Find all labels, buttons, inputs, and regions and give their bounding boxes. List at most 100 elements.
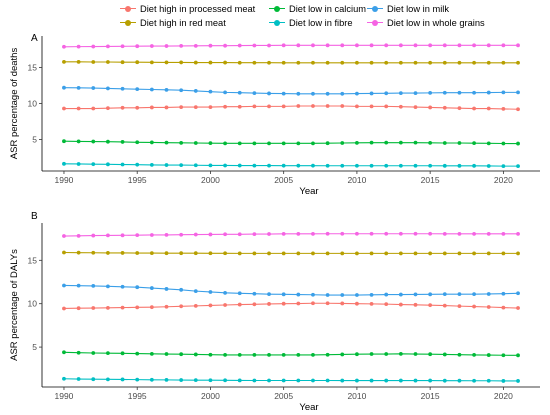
data-point <box>164 304 169 309</box>
data-point <box>369 43 374 48</box>
data-point <box>120 377 125 382</box>
data-point <box>413 231 418 236</box>
data-point <box>252 60 257 65</box>
data-point <box>516 107 520 112</box>
data-point <box>237 291 242 296</box>
data-point <box>457 352 462 357</box>
data-point <box>281 104 286 109</box>
data-point <box>442 303 447 308</box>
data-point <box>413 105 418 109</box>
data-point <box>457 251 462 256</box>
data-point <box>267 302 271 306</box>
data-point <box>325 43 330 48</box>
data-point <box>384 292 389 297</box>
data-point <box>457 60 462 65</box>
data-point <box>106 60 110 64</box>
data-point <box>237 43 242 48</box>
data-point <box>296 231 301 236</box>
data-point <box>486 353 491 357</box>
data-point <box>311 301 315 306</box>
data-point <box>369 91 374 96</box>
data-point <box>325 293 330 297</box>
data-point <box>398 378 403 383</box>
data-point <box>135 105 140 110</box>
data-point <box>62 250 66 255</box>
data-point <box>457 90 462 95</box>
legend-swatch <box>268 17 286 29</box>
data-point <box>208 232 213 237</box>
data-point <box>472 141 476 146</box>
y-axis-title: ASR percentage of deaths <box>9 48 20 160</box>
data-point <box>193 105 198 109</box>
data-point <box>62 350 66 355</box>
x-tick-label: 2005 <box>274 175 293 185</box>
data-point <box>325 352 330 357</box>
data-point <box>237 352 242 357</box>
data-point <box>369 251 374 256</box>
data-point <box>62 44 66 49</box>
data-point <box>237 251 242 256</box>
data-point <box>267 163 271 168</box>
data-point <box>355 43 359 48</box>
series-line <box>63 105 519 110</box>
data-point <box>311 378 315 383</box>
data-point <box>164 377 169 382</box>
data-point <box>340 43 345 48</box>
x-tick-label: 2000 <box>201 391 220 401</box>
y-tick-label: 10 <box>28 299 38 309</box>
data-point <box>501 43 506 48</box>
data-point <box>223 290 227 295</box>
data-point <box>472 60 476 65</box>
data-point <box>442 231 447 236</box>
data-point <box>516 141 520 146</box>
data-point <box>384 163 389 168</box>
data-point <box>62 306 66 311</box>
data-point <box>91 86 96 90</box>
x-tick-label: 2000 <box>201 175 220 185</box>
data-point <box>413 251 418 256</box>
y-tick-label: 15 <box>28 63 38 73</box>
data-point <box>267 352 271 357</box>
data-point <box>76 233 81 238</box>
data-point <box>428 303 433 308</box>
data-point <box>472 292 476 297</box>
data-point <box>355 293 359 297</box>
data-point <box>164 140 169 145</box>
data-point <box>355 60 359 65</box>
data-point <box>62 161 66 166</box>
data-point <box>76 85 81 90</box>
data-point <box>135 233 140 238</box>
data-point <box>281 141 286 146</box>
data-point <box>149 377 154 382</box>
data-point <box>267 104 271 109</box>
data-point <box>237 302 242 307</box>
data-point <box>355 91 359 96</box>
y-tick-label: 5 <box>32 134 37 144</box>
data-point <box>179 287 184 292</box>
data-point <box>120 60 125 65</box>
data-point <box>223 163 227 168</box>
data-point <box>193 378 198 383</box>
data-point <box>311 141 315 146</box>
data-point <box>149 233 154 237</box>
data-point <box>76 377 81 381</box>
data-point <box>252 91 257 95</box>
data-point <box>296 60 301 65</box>
data-point <box>179 304 184 309</box>
data-point <box>442 105 447 110</box>
data-point <box>208 141 213 146</box>
data-point <box>267 43 271 48</box>
x-tick-label: 2020 <box>494 175 513 185</box>
data-point <box>398 302 403 307</box>
data-point <box>428 105 433 110</box>
data-point <box>208 352 213 357</box>
data-point <box>149 162 154 167</box>
data-point <box>179 105 184 109</box>
x-tick-label: 1995 <box>128 175 147 185</box>
data-point <box>296 43 301 48</box>
data-point <box>106 251 110 255</box>
data-point <box>457 141 462 145</box>
data-point <box>369 292 374 297</box>
data-point <box>179 251 184 256</box>
data-point <box>164 232 169 237</box>
